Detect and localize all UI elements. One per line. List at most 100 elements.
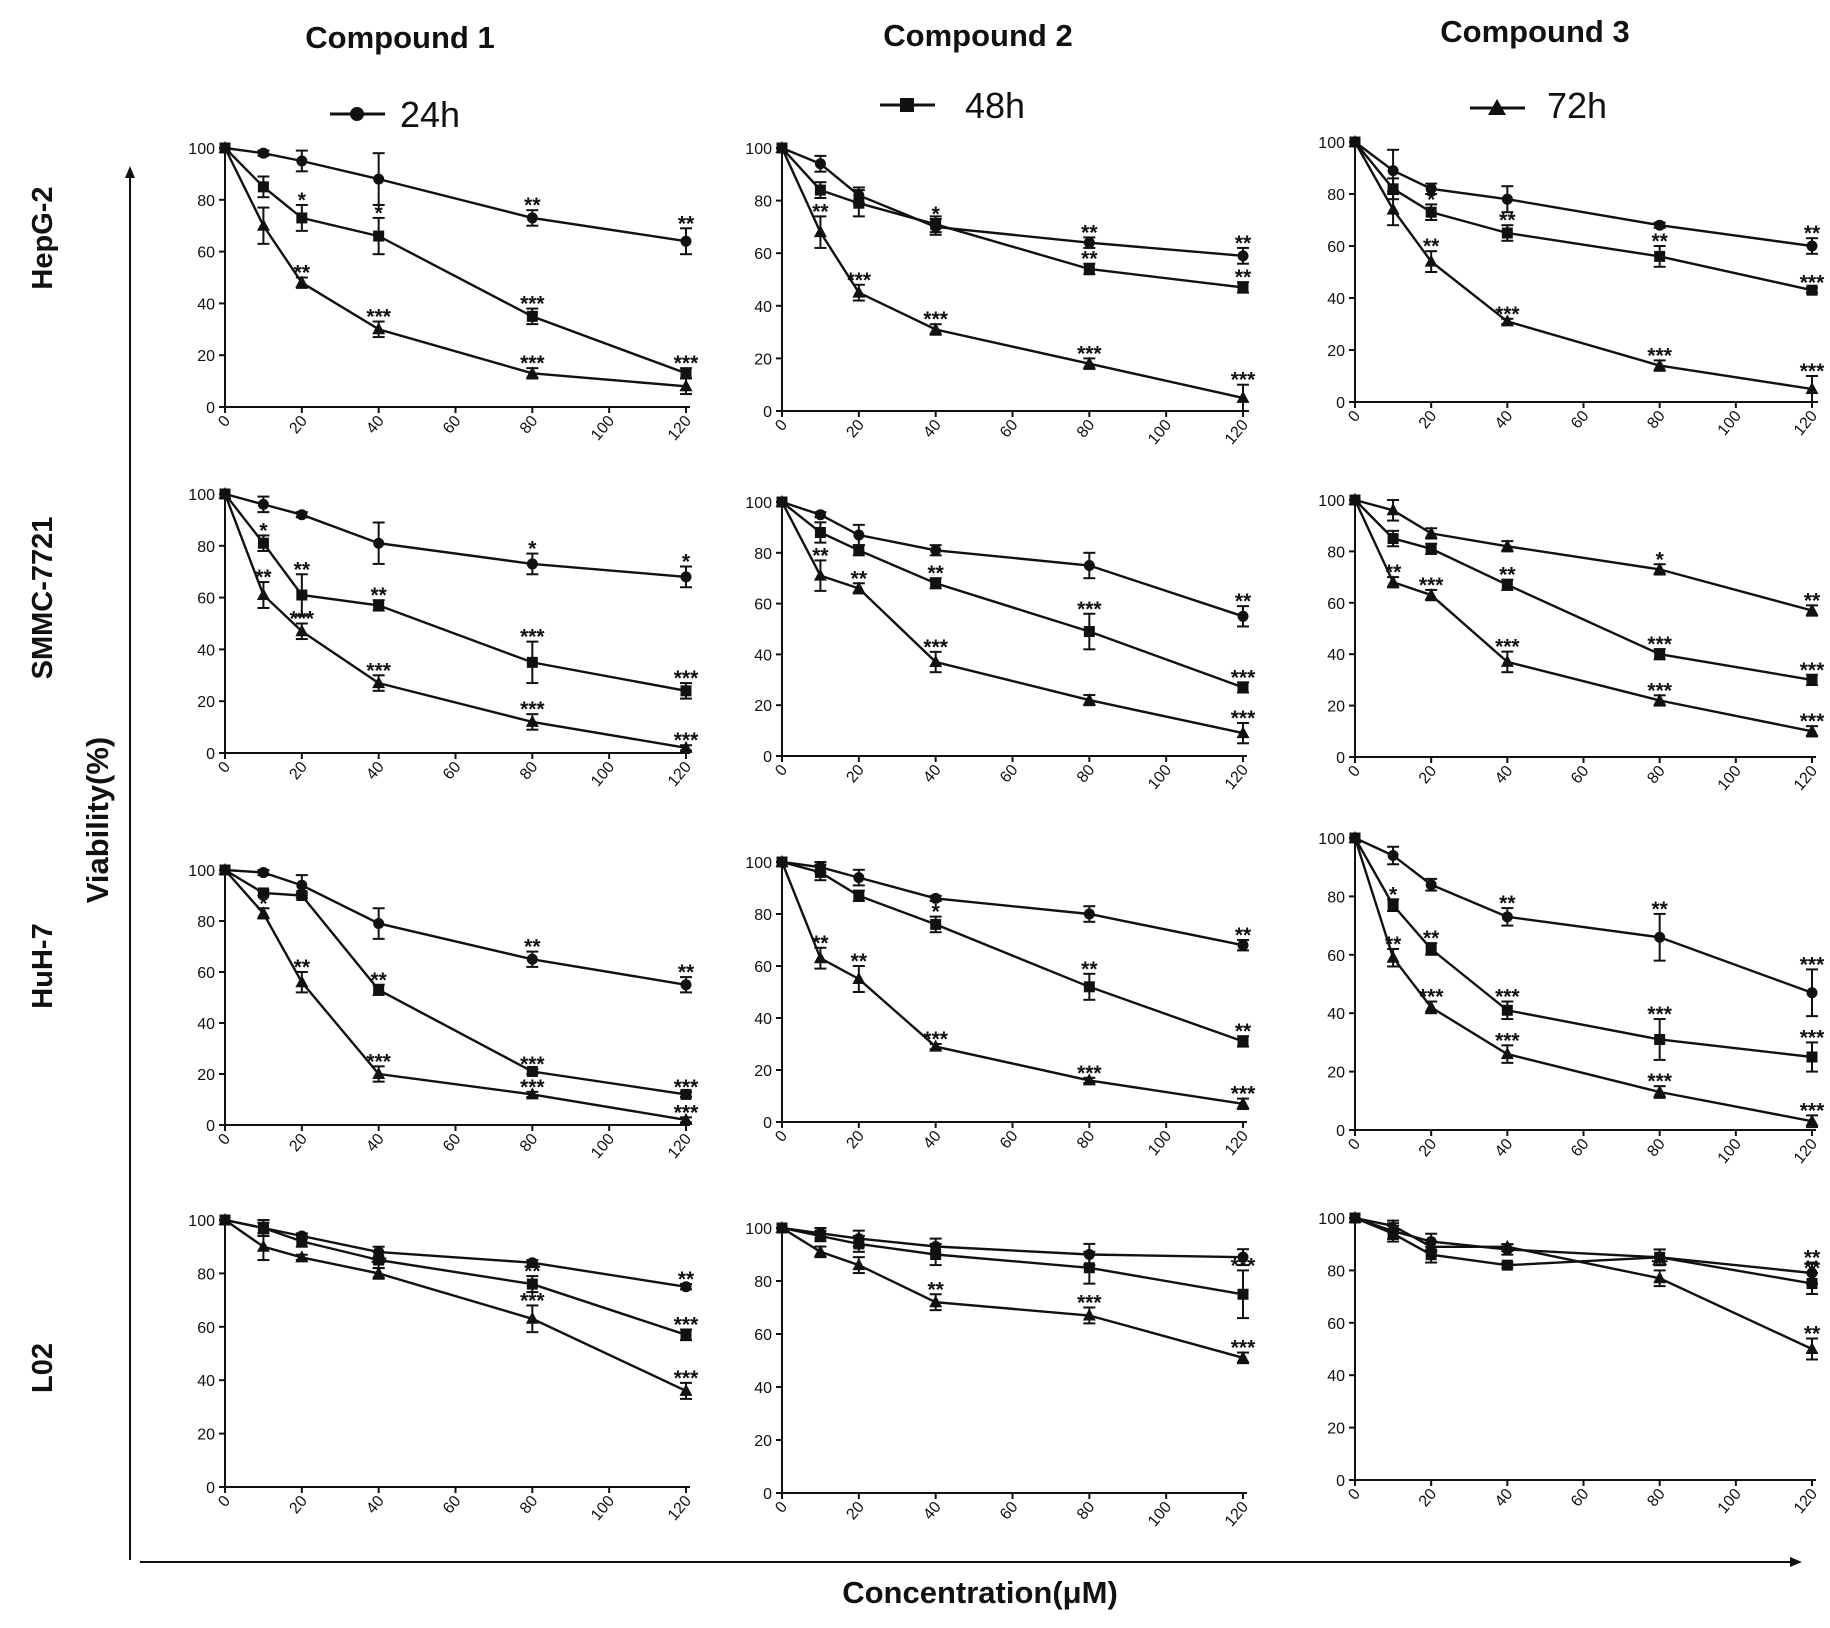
x-tick-label: 20 bbox=[843, 1499, 868, 1524]
data-point-square bbox=[373, 984, 385, 996]
x-tick-label: 120 bbox=[665, 413, 695, 444]
x-tick-label: 100 bbox=[1145, 762, 1175, 793]
significance-label: ** bbox=[524, 1260, 541, 1283]
data-point-square bbox=[1425, 1249, 1437, 1261]
significance-label: *** bbox=[1231, 1337, 1256, 1360]
series-line-48h bbox=[1354, 1216, 1813, 1285]
significance-label: *** bbox=[1231, 1083, 1256, 1106]
data-point-triangle bbox=[929, 322, 943, 335]
y-tick-label: 60 bbox=[197, 591, 215, 608]
data-point-triangle bbox=[1424, 1000, 1438, 1013]
data-point-triangle bbox=[1653, 358, 1667, 371]
significance-label: *** bbox=[1800, 1026, 1825, 1049]
series-72h: ********** bbox=[775, 495, 1256, 745]
data-point-square bbox=[526, 310, 538, 322]
significance-label: * bbox=[1389, 883, 1398, 906]
x-tick-label: 20 bbox=[1416, 408, 1441, 433]
significance-label: *** bbox=[674, 352, 699, 375]
data-point-square bbox=[814, 1230, 826, 1242]
significance-label: * bbox=[932, 203, 941, 226]
significance-label: * bbox=[298, 189, 307, 212]
data-point-circle bbox=[257, 867, 269, 879]
data-point-square bbox=[1654, 250, 1666, 262]
series-48h: ******** bbox=[219, 142, 699, 380]
data-point-square bbox=[526, 656, 538, 668]
series-line-24h bbox=[1354, 1216, 1813, 1275]
significance-label: *** bbox=[1800, 1099, 1825, 1122]
series-24h: ** ** bbox=[219, 864, 695, 994]
significance-label: ** bbox=[1081, 248, 1098, 271]
significance-label: ** bbox=[678, 961, 695, 984]
data-point-triangle bbox=[1424, 526, 1438, 539]
series-72h: ************** bbox=[218, 487, 699, 753]
series-line-24h bbox=[1354, 141, 1813, 248]
x-tick-label: 80 bbox=[1644, 763, 1669, 788]
data-point-triangle bbox=[929, 1295, 943, 1308]
x-axis-title: Concentration(μM) bbox=[842, 1575, 1118, 1610]
data-point-triangle bbox=[218, 863, 232, 875]
data-point-circle bbox=[814, 509, 826, 521]
x-tick-label: 60 bbox=[1568, 408, 1593, 433]
data-point-square bbox=[1425, 206, 1437, 218]
x-tick-label: 100 bbox=[588, 759, 618, 790]
x-tick-label: 40 bbox=[1492, 1136, 1517, 1161]
y-tick-label: 100 bbox=[1318, 1211, 1345, 1228]
data-point-triangle bbox=[679, 1383, 693, 1396]
significance-label: *** bbox=[520, 1289, 545, 1312]
x-tick-label: 100 bbox=[1715, 763, 1745, 794]
y-tick-label: 40 bbox=[1327, 647, 1345, 664]
significance-label: *** bbox=[366, 659, 391, 682]
row-label-hepg2: HepG-2 bbox=[27, 186, 59, 289]
data-point-circle bbox=[1083, 560, 1095, 571]
significance-label: ** bbox=[1651, 898, 1668, 921]
series-line-48h bbox=[224, 868, 687, 1096]
data-point-square bbox=[296, 890, 308, 901]
x-tick-label: 100 bbox=[1145, 417, 1175, 448]
significance-label: *** bbox=[1647, 679, 1672, 702]
x-tick-label: 0 bbox=[772, 1499, 791, 1517]
data-point-triangle bbox=[1348, 831, 1362, 843]
significance-label: ** bbox=[1804, 1257, 1821, 1280]
data-point-square bbox=[853, 544, 865, 556]
data-point-triangle bbox=[1653, 693, 1667, 706]
data-point-square bbox=[257, 537, 269, 549]
y-tick-label: 40 bbox=[754, 1380, 772, 1397]
x-tick-label: 0 bbox=[1345, 408, 1364, 426]
data-point-triangle bbox=[1500, 1239, 1514, 1252]
y-tick-label: 80 bbox=[1327, 187, 1345, 204]
y-tick-label: 20 bbox=[1327, 1065, 1345, 1082]
significance-label: *** bbox=[674, 1313, 699, 1336]
data-point-square bbox=[680, 1329, 692, 1341]
data-point-square bbox=[1806, 674, 1818, 686]
significance-label: *** bbox=[1495, 303, 1520, 326]
x-tick-label: 60 bbox=[1568, 1486, 1593, 1511]
data-point-triangle bbox=[525, 714, 539, 727]
data-point-circle bbox=[1387, 850, 1399, 862]
significance-label: *** bbox=[520, 626, 545, 649]
significance-label: ** bbox=[1804, 1247, 1821, 1270]
significance-label: ** bbox=[1235, 924, 1252, 947]
significance-label: *** bbox=[1800, 659, 1825, 682]
significance-label: *** bbox=[1077, 342, 1102, 365]
y-tick-label: 20 bbox=[754, 698, 772, 715]
series-48h: ******** bbox=[776, 496, 1256, 694]
data-point-circle bbox=[853, 529, 865, 541]
x-tick-label: 120 bbox=[665, 759, 695, 790]
data-point-square bbox=[680, 1088, 692, 1100]
row-label-huh7: HuH-7 bbox=[27, 923, 59, 1008]
y-tick-label: 100 bbox=[188, 1213, 215, 1230]
x-tick-label: 60 bbox=[997, 417, 1022, 442]
x-tick-label: 120 bbox=[1222, 417, 1252, 448]
series-24h bbox=[776, 1222, 1249, 1267]
x-tick-label: 40 bbox=[920, 1128, 945, 1153]
data-point-square bbox=[1654, 1033, 1666, 1045]
x-tick-label: 60 bbox=[440, 1493, 465, 1518]
data-point-circle bbox=[1654, 219, 1666, 231]
data-point-square bbox=[930, 1249, 942, 1260]
legend-item-24h: 24h bbox=[330, 94, 460, 135]
